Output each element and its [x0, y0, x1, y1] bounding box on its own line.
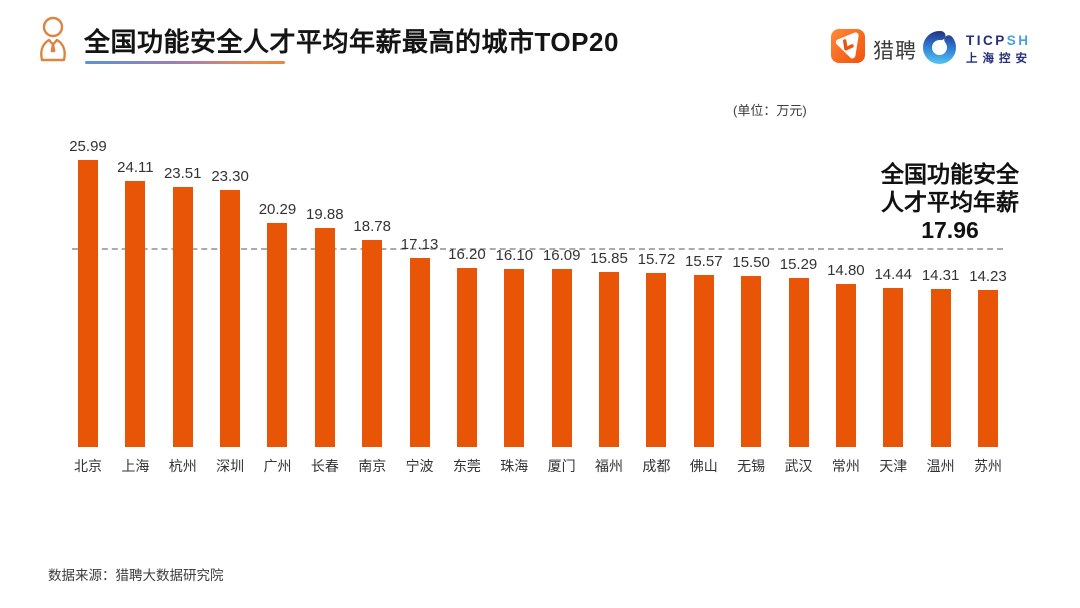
bar-value-label: 17.13: [400, 236, 439, 253]
bar-value-label: 14.80: [827, 262, 865, 279]
page-title: 全国功能安全人才平均年薪最高的城市TOP20: [84, 27, 619, 57]
bar: [551, 269, 572, 447]
city-label: 宁波: [405, 458, 434, 474]
liepin-logo-icon: [831, 29, 865, 63]
bar-value-label: 23.51: [163, 165, 202, 182]
city-label: 杭州: [168, 458, 197, 474]
bar-value-label: 15.85: [590, 250, 628, 267]
unit-label: (单位：万元): [733, 103, 807, 118]
bar-value-label: 15.57: [685, 253, 723, 270]
bar-value-label: 16.09: [542, 247, 581, 264]
city-label: 天津: [879, 458, 908, 474]
city-label: 苏州: [973, 458, 1002, 474]
person-icon: [40, 16, 66, 62]
bar-value-label: 15.50: [732, 254, 770, 271]
bar: [930, 289, 951, 447]
ticpsh-logo-icon: [923, 31, 956, 64]
bar: [788, 278, 809, 447]
bar: [314, 228, 335, 447]
city-label: 广州: [263, 458, 292, 474]
bar-value-label: 14.44: [874, 266, 913, 283]
bar-value-label: 15.72: [637, 251, 676, 268]
bar: [599, 272, 620, 447]
average-annotation-line1: 全国功能安全: [881, 161, 1019, 187]
bar: [504, 269, 525, 447]
average-dashed-line: [72, 248, 1003, 250]
bar: [741, 276, 762, 447]
bar-value-label: 25.99: [69, 138, 107, 155]
bar-value-label: 14.31: [921, 267, 960, 284]
city-label: 南京: [358, 458, 387, 474]
average-annotation: 全国功能安全 人才平均年薪 17.96: [845, 160, 1055, 244]
city-label: 武汉: [784, 458, 813, 474]
city-label: 北京: [74, 458, 102, 474]
ticpsh-logo-text: TICPSH: [966, 33, 1031, 48]
city-label: 珠海: [500, 458, 529, 474]
bar: [883, 288, 904, 447]
city-label: 温州: [926, 458, 955, 474]
bar: [172, 187, 193, 447]
bar: [835, 284, 856, 447]
data-source-note: 数据来源：猎聘大数据研究院: [48, 568, 224, 583]
city-label: 常州: [831, 458, 860, 474]
bar: [220, 190, 241, 447]
city-label: 上海: [121, 458, 150, 474]
bar-value-label: 15.29: [779, 256, 818, 273]
average-annotation-value: 17.96: [921, 217, 979, 243]
bar-value-label: 16.20: [448, 246, 486, 263]
bar: [125, 181, 146, 447]
city-label: 福州: [595, 458, 624, 474]
city-label: 厦门: [547, 458, 576, 474]
ticpsh-logo-subtext: 上海控安: [966, 53, 1032, 65]
bar: [78, 160, 98, 447]
bar-value-label: 16.10: [495, 247, 534, 264]
bar-value-label: 18.78: [353, 218, 391, 235]
city-label: 佛山: [689, 458, 718, 474]
title-underline: [85, 61, 285, 64]
city-label: 东莞: [452, 458, 481, 474]
bar: [362, 240, 383, 447]
bar: [646, 273, 667, 447]
bar: [456, 268, 477, 447]
liepin-logo-text: 猎聘: [873, 40, 917, 63]
city-label: 成都: [642, 458, 671, 474]
bar: [977, 290, 998, 447]
bar-value-label: 20.29: [258, 201, 297, 218]
bar-value-label: 23.30: [211, 168, 249, 185]
bar-value-label: 24.11: [117, 159, 154, 176]
bar-value-label: 19.88: [306, 206, 344, 223]
city-label: 无锡: [737, 458, 766, 474]
bar: [267, 223, 288, 447]
average-annotation-line2: 人才平均年薪: [881, 189, 1019, 215]
bar: [409, 258, 430, 447]
city-label: 深圳: [216, 458, 245, 474]
bar-value-label: 14.23: [969, 268, 1007, 285]
city-label: 长春: [310, 458, 339, 474]
bar: [693, 275, 714, 447]
